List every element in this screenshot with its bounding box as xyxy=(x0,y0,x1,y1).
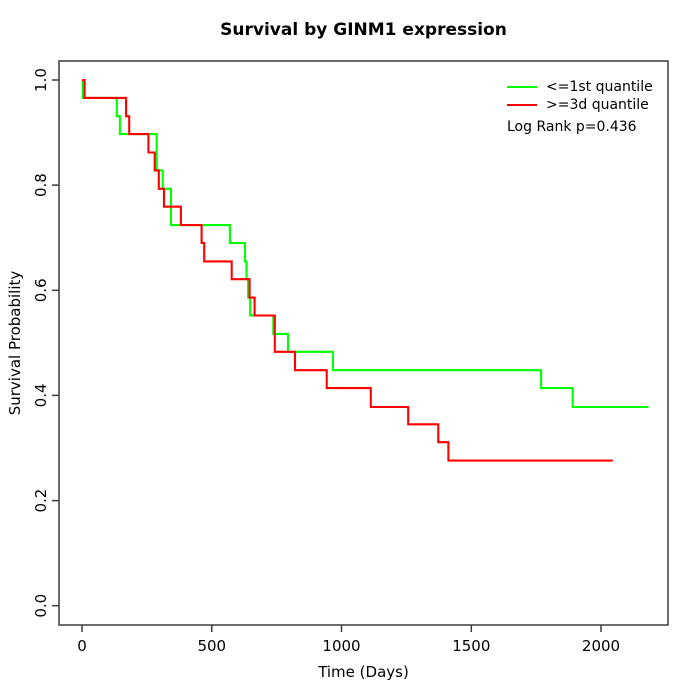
red-line-swatch xyxy=(507,103,537,106)
plot-box xyxy=(58,60,669,626)
km-curve-first-quantile xyxy=(81,78,649,409)
km-curve-third-quantile xyxy=(82,78,613,462)
x-tick-label: 1000 xyxy=(322,637,360,655)
y-axis-title: Survival Probability xyxy=(6,270,24,416)
legend-label: >=3d quantile xyxy=(546,96,649,113)
y-tick-label: 0.6 xyxy=(32,278,50,302)
y-tick-label: 0.4 xyxy=(32,383,50,407)
log-rank-pvalue: Log Rank p=0.436 xyxy=(507,119,637,135)
x-tick-label: 2000 xyxy=(582,637,620,655)
x-axis-title: Time (Days) xyxy=(318,663,409,681)
y-tick-label: 1.0 xyxy=(32,68,50,92)
chart-title: Survival by GINM1 expression xyxy=(220,20,507,40)
legend: <=1st quantile >=3d quantile Log Rank p=… xyxy=(507,78,687,135)
y-tick-label: 0.8 xyxy=(32,173,50,197)
x-tick-label: 0 xyxy=(77,637,87,655)
green-line-swatch xyxy=(507,85,537,88)
legend-item-third-quantile: >=3d quantile xyxy=(507,96,687,113)
y-tick-label: 0.2 xyxy=(32,489,50,513)
x-tick-label: 500 xyxy=(197,637,226,655)
legend-item-first-quantile: <=1st quantile xyxy=(507,78,687,95)
legend-label: <=1st quantile xyxy=(546,78,653,95)
y-tick-label: 0.0 xyxy=(32,594,50,618)
x-tick-label: 1500 xyxy=(452,637,490,655)
